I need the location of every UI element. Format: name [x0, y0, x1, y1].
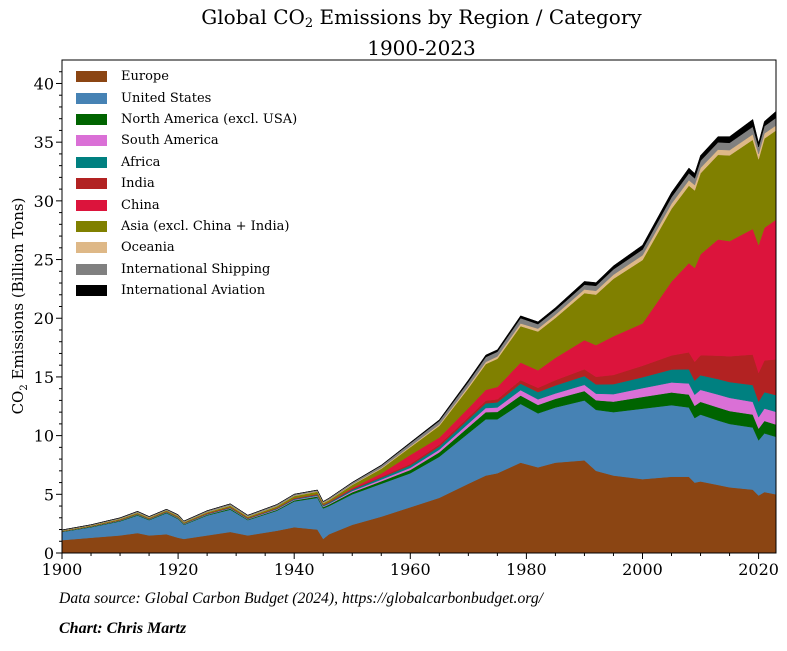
title-line: Global CO2 Emissions by Region / Categor… [201, 5, 642, 31]
y-tick-label: 5 [44, 485, 54, 504]
chart-title: Global CO2 Emissions by Region / Categor… [0, 5, 787, 60]
legend-label: North America (excl. USA) [121, 111, 298, 127]
legend: Europe United States North America (excl. … [76, 66, 297, 301]
x-tick-label: 2000 [622, 560, 663, 579]
x-tick-label: 1940 [274, 560, 315, 579]
y-tick-label: 0 [44, 544, 54, 563]
legend-item: Oceania [76, 237, 297, 258]
x-tick-label: 1960 [390, 560, 431, 579]
legend-item: International Aviation [76, 280, 297, 301]
y-tick-label: 10 [34, 427, 54, 446]
y-tick-label: 25 [34, 251, 54, 270]
legend-item: International Shipping [76, 259, 297, 280]
legend-item: China [76, 194, 297, 215]
legend-item: India [76, 173, 297, 194]
y-tick-label: 40 [34, 74, 54, 93]
legend-label: Africa [121, 154, 161, 170]
x-tick-label: 1980 [506, 560, 547, 579]
y-axis: 0 5 10 15 20 25 30 35 40 [34, 71, 62, 563]
legend-swatch [76, 156, 107, 168]
legend-label: India [121, 176, 155, 192]
y-tick-label: 30 [34, 192, 54, 211]
legend-item: Africa [76, 152, 297, 173]
chart-credit: Chart: Chris Martz [59, 620, 187, 637]
y-tick-label: 15 [34, 368, 54, 387]
legend-label: International Shipping [121, 261, 271, 277]
legend-item: Europe [76, 66, 297, 87]
legend-item: Asia (excl. China + India) [76, 216, 297, 237]
legend-swatch [76, 178, 107, 190]
legend-swatch [76, 113, 107, 125]
y-tick-label: 20 [34, 309, 54, 328]
legend-label: Asia (excl. China + India) [121, 218, 290, 234]
legend-label: United States [121, 90, 212, 106]
legend-swatch [76, 220, 107, 232]
y-tick-label: 35 [34, 133, 54, 152]
legend-swatch [76, 92, 107, 104]
legend-swatch [76, 285, 107, 297]
x-tick-label: 1900 [42, 560, 83, 579]
x-tick-label: 2020 [738, 560, 779, 579]
legend-swatch [76, 242, 107, 254]
legend-item: South America [76, 130, 297, 151]
data-source-note: Data source: Global Carbon Budget (2024)… [59, 590, 544, 607]
legend-label: Oceania [121, 240, 175, 256]
legend-label: China [121, 197, 160, 213]
legend-swatch [76, 199, 107, 211]
legend-label: International Aviation [121, 283, 266, 299]
legend-swatch [76, 263, 107, 275]
legend-item: North America (excl. USA) [76, 109, 297, 130]
legend-swatch [76, 71, 107, 83]
legend-swatch [76, 135, 107, 147]
x-tick-label: 1920 [158, 560, 199, 579]
legend-item: United States [76, 87, 297, 108]
legend-label: South America [121, 133, 219, 149]
y-axis-label: CO2 Emissions (Billion Tons) [9, 198, 30, 415]
legend-label: Europe [121, 69, 169, 85]
x-axis: 1900 1920 1940 1960 1980 2000 2020 [42, 553, 779, 579]
chart-subtitle: 1900-2023 [367, 36, 476, 60]
